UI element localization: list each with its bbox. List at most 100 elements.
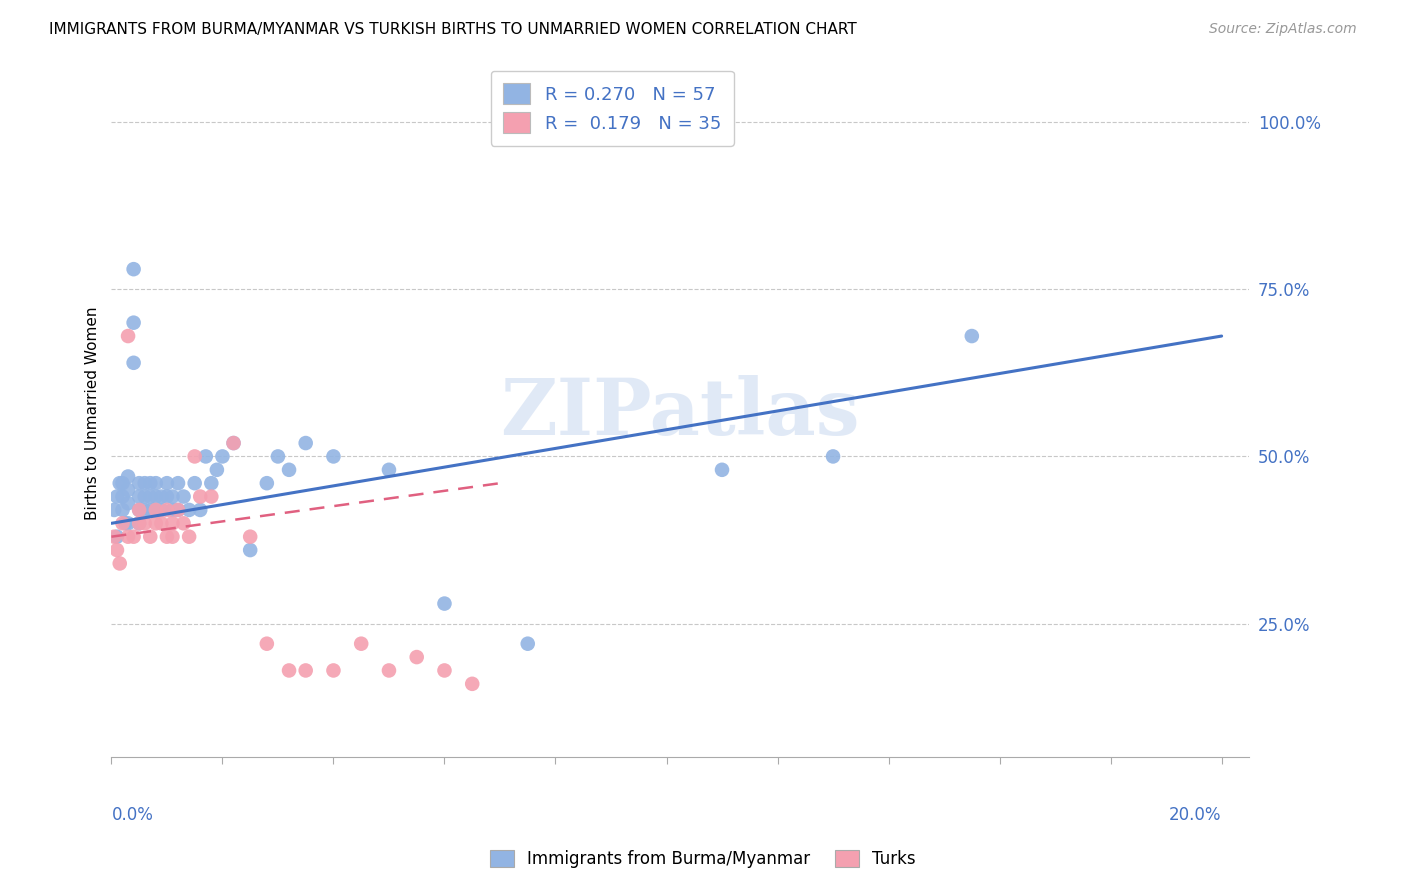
Text: Source: ZipAtlas.com: Source: ZipAtlas.com <box>1209 22 1357 37</box>
Turks <box>188 490 211 504</box>
Immigrants from Burma/Myanmar <box>122 262 145 277</box>
Immigrants from Burma/Myanmar <box>117 469 139 483</box>
Turks <box>278 664 301 678</box>
Immigrants from Burma/Myanmar <box>205 463 228 477</box>
Text: 20.0%: 20.0% <box>1170 805 1222 823</box>
Immigrants from Burma/Myanmar <box>134 476 156 491</box>
Turks <box>139 530 162 544</box>
Turks <box>173 516 195 531</box>
Immigrants from Burma/Myanmar <box>108 476 131 491</box>
Immigrants from Burma/Myanmar <box>111 476 134 491</box>
Immigrants from Burma/Myanmar <box>117 496 139 510</box>
Immigrants from Burma/Myanmar <box>167 503 190 517</box>
Y-axis label: Births to Unmarried Women: Births to Unmarried Women <box>86 306 100 520</box>
Immigrants from Burma/Myanmar <box>128 476 150 491</box>
Immigrants from Burma/Myanmar <box>117 516 139 531</box>
Immigrants from Burma/Myanmar <box>200 476 222 491</box>
Immigrants from Burma/Myanmar <box>433 597 456 611</box>
Immigrants from Burma/Myanmar <box>378 463 401 477</box>
Immigrants from Burma/Myanmar <box>821 450 844 464</box>
Immigrants from Burma/Myanmar <box>267 450 290 464</box>
Immigrants from Burma/Myanmar <box>145 476 167 491</box>
Immigrants from Burma/Myanmar <box>194 450 217 464</box>
Immigrants from Burma/Myanmar <box>105 530 128 544</box>
Immigrants from Burma/Myanmar <box>128 503 150 517</box>
Immigrants from Burma/Myanmar <box>256 476 278 491</box>
Immigrants from Burma/Myanmar <box>134 490 156 504</box>
Immigrants from Burma/Myanmar <box>711 463 734 477</box>
Immigrants from Burma/Myanmar <box>173 490 195 504</box>
Immigrants from Burma/Myanmar <box>278 463 301 477</box>
Turks <box>256 637 278 651</box>
Immigrants from Burma/Myanmar <box>322 450 344 464</box>
Immigrants from Burma/Myanmar <box>128 490 150 504</box>
Immigrants from Burma/Myanmar <box>145 503 167 517</box>
Turks <box>162 516 184 531</box>
Immigrants from Burma/Myanmar <box>134 503 156 517</box>
Immigrants from Burma/Myanmar <box>156 476 179 491</box>
Turks <box>122 530 145 544</box>
Immigrants from Burma/Myanmar <box>114 516 136 531</box>
Turks <box>145 516 167 531</box>
Turks <box>322 664 344 678</box>
Immigrants from Burma/Myanmar <box>211 450 233 464</box>
Turks <box>405 650 427 665</box>
Turks <box>461 677 484 691</box>
Text: ZIPatlas: ZIPatlas <box>501 375 860 451</box>
Turks <box>128 503 150 517</box>
Turks <box>239 530 262 544</box>
Immigrants from Burma/Myanmar <box>183 476 205 491</box>
Immigrants from Burma/Myanmar <box>128 516 150 531</box>
Immigrants from Burma/Myanmar <box>239 543 262 558</box>
Turks <box>200 490 222 504</box>
Turks <box>128 516 150 531</box>
Turks <box>222 436 245 450</box>
Turks <box>105 543 128 558</box>
Turks <box>156 503 179 517</box>
Turks <box>117 329 139 343</box>
Immigrants from Burma/Myanmar <box>162 490 184 504</box>
Immigrants from Burma/Myanmar <box>139 490 162 504</box>
Turks <box>108 557 131 571</box>
Turks <box>134 516 156 531</box>
Turks <box>162 530 184 544</box>
Legend: Immigrants from Burma/Myanmar, Turks: Immigrants from Burma/Myanmar, Turks <box>482 842 924 877</box>
Immigrants from Burma/Myanmar <box>167 476 190 491</box>
Turks <box>150 516 173 531</box>
Immigrants from Burma/Myanmar <box>150 503 173 517</box>
Immigrants from Burma/Myanmar <box>111 503 134 517</box>
Immigrants from Burma/Myanmar <box>145 490 167 504</box>
Text: 0.0%: 0.0% <box>111 805 153 823</box>
Immigrants from Burma/Myanmar <box>103 503 125 517</box>
Turks <box>179 530 201 544</box>
Immigrants from Burma/Myanmar <box>122 316 145 330</box>
Immigrants from Burma/Myanmar <box>156 490 179 504</box>
Turks <box>111 516 134 531</box>
Turks <box>145 503 167 517</box>
Immigrants from Burma/Myanmar <box>111 490 134 504</box>
Legend: R = 0.270   N = 57, R =  0.179   N = 35: R = 0.270 N = 57, R = 0.179 N = 35 <box>491 70 734 145</box>
Immigrants from Burma/Myanmar <box>222 436 245 450</box>
Immigrants from Burma/Myanmar <box>139 503 162 517</box>
Text: IMMIGRANTS FROM BURMA/MYANMAR VS TURKISH BIRTHS TO UNMARRIED WOMEN CORRELATION C: IMMIGRANTS FROM BURMA/MYANMAR VS TURKISH… <box>49 22 858 37</box>
Immigrants from Burma/Myanmar <box>139 476 162 491</box>
Immigrants from Burma/Myanmar <box>122 356 145 370</box>
Turks <box>378 664 401 678</box>
Turks <box>294 664 316 678</box>
Immigrants from Burma/Myanmar <box>516 637 538 651</box>
Immigrants from Burma/Myanmar <box>960 329 983 343</box>
Turks <box>156 530 179 544</box>
Immigrants from Burma/Myanmar <box>179 503 201 517</box>
Immigrants from Burma/Myanmar <box>162 503 184 517</box>
Turks <box>167 503 190 517</box>
Turks <box>433 664 456 678</box>
Immigrants from Burma/Myanmar <box>117 483 139 497</box>
Turks <box>103 530 125 544</box>
Immigrants from Burma/Myanmar <box>294 436 316 450</box>
Turks <box>117 530 139 544</box>
Immigrants from Burma/Myanmar <box>188 503 211 517</box>
Immigrants from Burma/Myanmar <box>150 490 173 504</box>
Turks <box>350 637 373 651</box>
Turks <box>183 450 205 464</box>
Immigrants from Burma/Myanmar <box>105 490 128 504</box>
